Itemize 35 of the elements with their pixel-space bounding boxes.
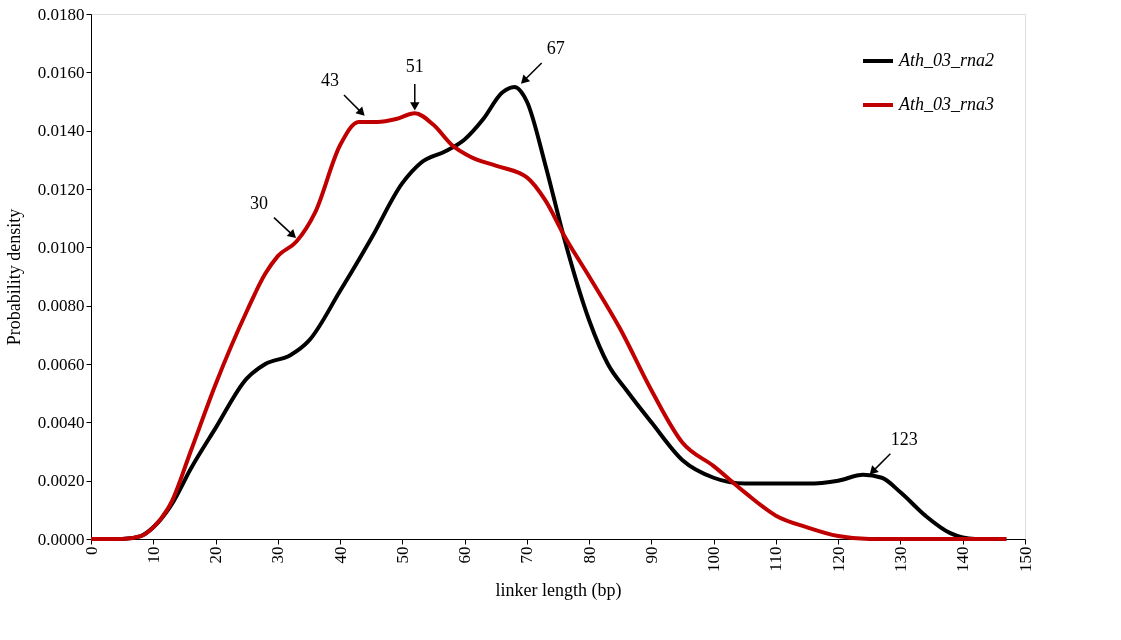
y-tick-label: 0.0040 xyxy=(37,412,85,432)
x-tick-label: 0 xyxy=(81,546,101,555)
annotation: 123 xyxy=(890,428,918,449)
x-tick-label: 20 xyxy=(206,546,226,564)
annotation: 51 xyxy=(405,55,424,76)
annotation: 30 xyxy=(249,192,268,213)
legend-label: Ath_03_rna3 xyxy=(898,94,995,114)
y-tick-label: 0.0100 xyxy=(37,237,85,257)
y-tick-label: 0.0180 xyxy=(37,4,85,24)
x-tick-label: 30 xyxy=(268,546,288,564)
x-axis-title: linker length (bp) xyxy=(495,580,622,601)
y-tick-label: 0.0160 xyxy=(37,62,85,82)
y-tick-label: 0.0120 xyxy=(37,179,85,199)
y-tick-label: 0.0060 xyxy=(37,354,85,374)
x-tick-label: 130 xyxy=(890,546,910,572)
x-tick-label: 150 xyxy=(1015,546,1035,572)
x-tick-label: 40 xyxy=(330,546,350,564)
x-tick-label: 110 xyxy=(766,546,786,572)
y-tick-label: 0.0080 xyxy=(37,296,85,316)
x-tick-label: 120 xyxy=(828,546,848,572)
y-tick-label: 0.0020 xyxy=(37,471,85,491)
x-tick-label: 140 xyxy=(953,546,973,572)
y-axis-title: Probability density xyxy=(3,208,24,346)
annotation: 67 xyxy=(546,38,565,58)
x-tick-label: 50 xyxy=(392,546,412,564)
x-tick-label: 90 xyxy=(641,546,661,564)
x-tick-label: 60 xyxy=(455,546,475,564)
y-tick-label: 0.0140 xyxy=(37,121,85,141)
y-tick-label: 0.0000 xyxy=(37,529,85,549)
x-tick-label: 10 xyxy=(143,546,163,564)
annotation: 43 xyxy=(320,70,339,91)
legend-label: Ath_03_rna2 xyxy=(898,50,995,70)
x-tick-label: 80 xyxy=(579,546,599,564)
x-tick-label: 100 xyxy=(704,546,724,572)
x-tick-label: 70 xyxy=(517,546,537,564)
